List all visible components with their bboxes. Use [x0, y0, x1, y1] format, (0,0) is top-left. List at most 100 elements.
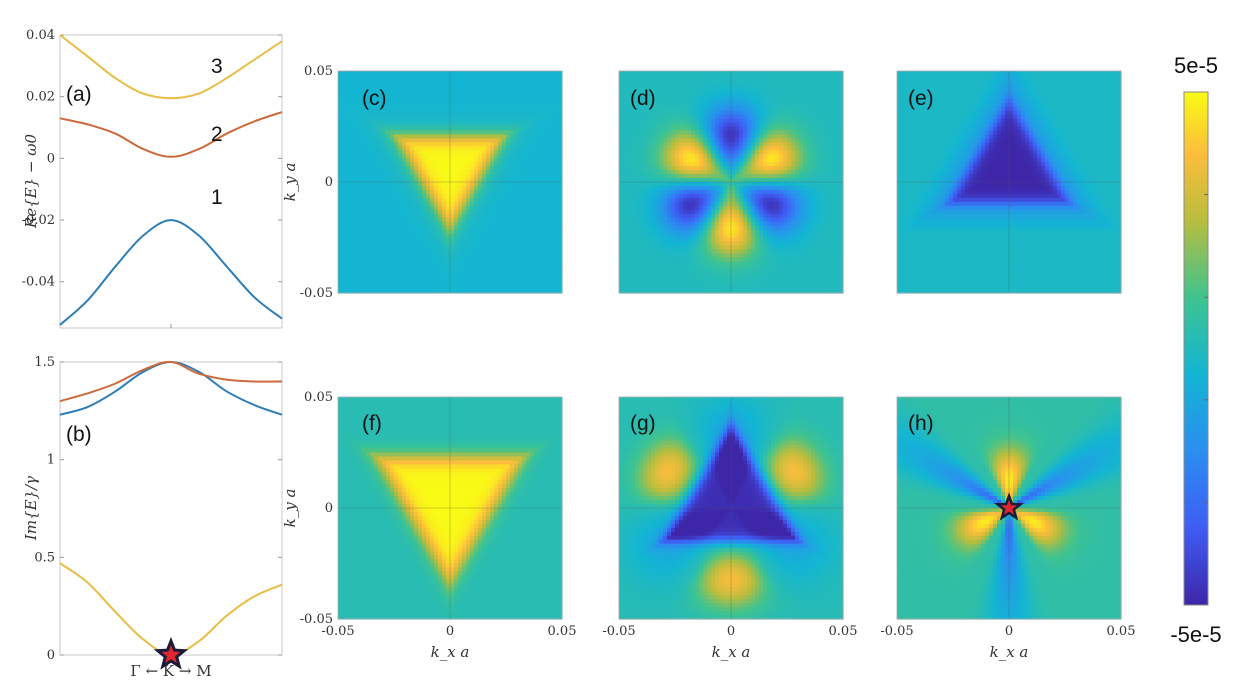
heatmap-cell: [362, 138, 367, 143]
heatmap-cell: [546, 158, 551, 163]
heatmap-cell: [623, 87, 628, 92]
heatmap-cell: [795, 182, 800, 187]
heatmap-cell: [502, 198, 507, 203]
heatmap-cell: [430, 166, 435, 171]
heatmap-cell: [358, 182, 363, 187]
heatmap-cell: [494, 138, 499, 143]
heatmap-cell: [346, 222, 351, 227]
heatmap-cell: [458, 142, 463, 147]
heatmap-cell: [402, 273, 407, 278]
heatmap-cell: [534, 75, 539, 80]
heatmap-cell: [502, 273, 507, 278]
heatmap-cell: [350, 253, 355, 258]
heatmap-cell: [470, 127, 475, 132]
heatmap-cell: [819, 162, 824, 167]
heatmap-cell: [378, 182, 383, 187]
heatmap-cell: [470, 130, 475, 135]
heatmap-cell: [783, 130, 788, 135]
heatmap-cell: [506, 230, 511, 235]
heatmap-cell: [699, 166, 704, 171]
heatmap-cell: [719, 138, 724, 143]
heatmap-cell: [779, 170, 784, 175]
heatmap-cell: [815, 170, 820, 175]
heatmap-cell: [775, 134, 780, 139]
heatmap-cell: [470, 154, 475, 159]
heatmap-cell: [426, 182, 431, 187]
heatmap-cell: [462, 103, 467, 108]
heatmap-cell: [458, 190, 463, 195]
heatmap-cell: [510, 75, 515, 80]
heatmap-cell: [510, 142, 515, 147]
heatmap-cell: [434, 269, 439, 274]
heatmap-cell: [502, 222, 507, 227]
heatmap-cell: [831, 186, 836, 191]
heatmap-cell: [771, 71, 776, 76]
heatmap-cell: [695, 170, 700, 175]
heatmap-cell: [402, 285, 407, 290]
heatmap-cell: [462, 142, 467, 147]
heatmap-cell: [787, 134, 792, 139]
heatmap-cell: [350, 115, 355, 120]
heatmap-cell: [695, 103, 700, 108]
heatmap-cell: [430, 83, 435, 88]
heatmap-cell: [478, 174, 483, 179]
ytick-label-b: 1.5: [34, 355, 55, 370]
heatmap-cell: [707, 91, 712, 96]
heatmap-cell: [454, 253, 459, 258]
heatmap-cell: [354, 218, 359, 223]
heatmap-cell: [494, 198, 499, 203]
heatmap-cell: [438, 186, 443, 191]
heatmap-cell: [743, 194, 748, 199]
heatmap-cell: [522, 158, 527, 163]
heatmap-cell: [502, 103, 507, 108]
heatmap-cell: [711, 83, 716, 88]
heatmap-cell: [819, 99, 824, 104]
heatmap-cell: [550, 249, 555, 254]
heatmap-cell: [358, 111, 363, 116]
heatmap-cell: [619, 71, 624, 76]
heatmap-cell: [751, 170, 756, 175]
heatmap-cell: [510, 174, 515, 179]
heatmap-cell: [462, 91, 467, 96]
heatmap-cell: [450, 285, 455, 290]
heatmap-cell: [831, 83, 836, 88]
heatmap-cell: [719, 142, 724, 147]
heatmap-cell: [426, 238, 431, 243]
heatmap-cell: [675, 186, 680, 191]
heatmap-cell: [386, 190, 391, 195]
heatmap-cell: [522, 174, 527, 179]
heatmap-cell: [354, 111, 359, 116]
heatmap-cell: [542, 261, 547, 266]
heatmap-cell: [703, 87, 708, 92]
heatmap-cell: [402, 226, 407, 231]
heatmap-cell: [462, 226, 467, 231]
heatmap-cell: [550, 265, 555, 270]
heatmap-cell: [831, 79, 836, 84]
heatmap-cell: [482, 285, 487, 290]
heatmap-cell: [418, 127, 423, 132]
heatmap-cell: [478, 281, 483, 286]
heatmap-cell: [434, 166, 439, 171]
heatmap-cell: [482, 130, 487, 135]
heatmap-cell: [382, 210, 387, 215]
heatmap-cell: [438, 123, 443, 128]
heatmap-cell: [354, 241, 359, 246]
heatmap-cell: [779, 83, 784, 88]
heatmap-cell: [518, 119, 523, 124]
heatmap-cell: [711, 95, 716, 100]
heatmap-cell: [394, 95, 399, 100]
heatmap-cell: [386, 230, 391, 235]
heatmap-cell: [486, 79, 491, 84]
heatmap-cell: [402, 253, 407, 258]
heatmap-cell: [807, 170, 812, 175]
heatmap-cell: [530, 230, 535, 235]
heatmap-cell: [827, 190, 832, 195]
heatmap-cell: [635, 174, 640, 179]
heatmap-cell: [695, 71, 700, 76]
heatmap-cell: [438, 91, 443, 96]
heatmap-cell: [691, 99, 696, 104]
heatmap-cell: [474, 170, 479, 175]
heatmap-cell: [538, 226, 543, 231]
heatmap-cell: [518, 87, 523, 92]
heatmap-cell: [683, 190, 688, 195]
